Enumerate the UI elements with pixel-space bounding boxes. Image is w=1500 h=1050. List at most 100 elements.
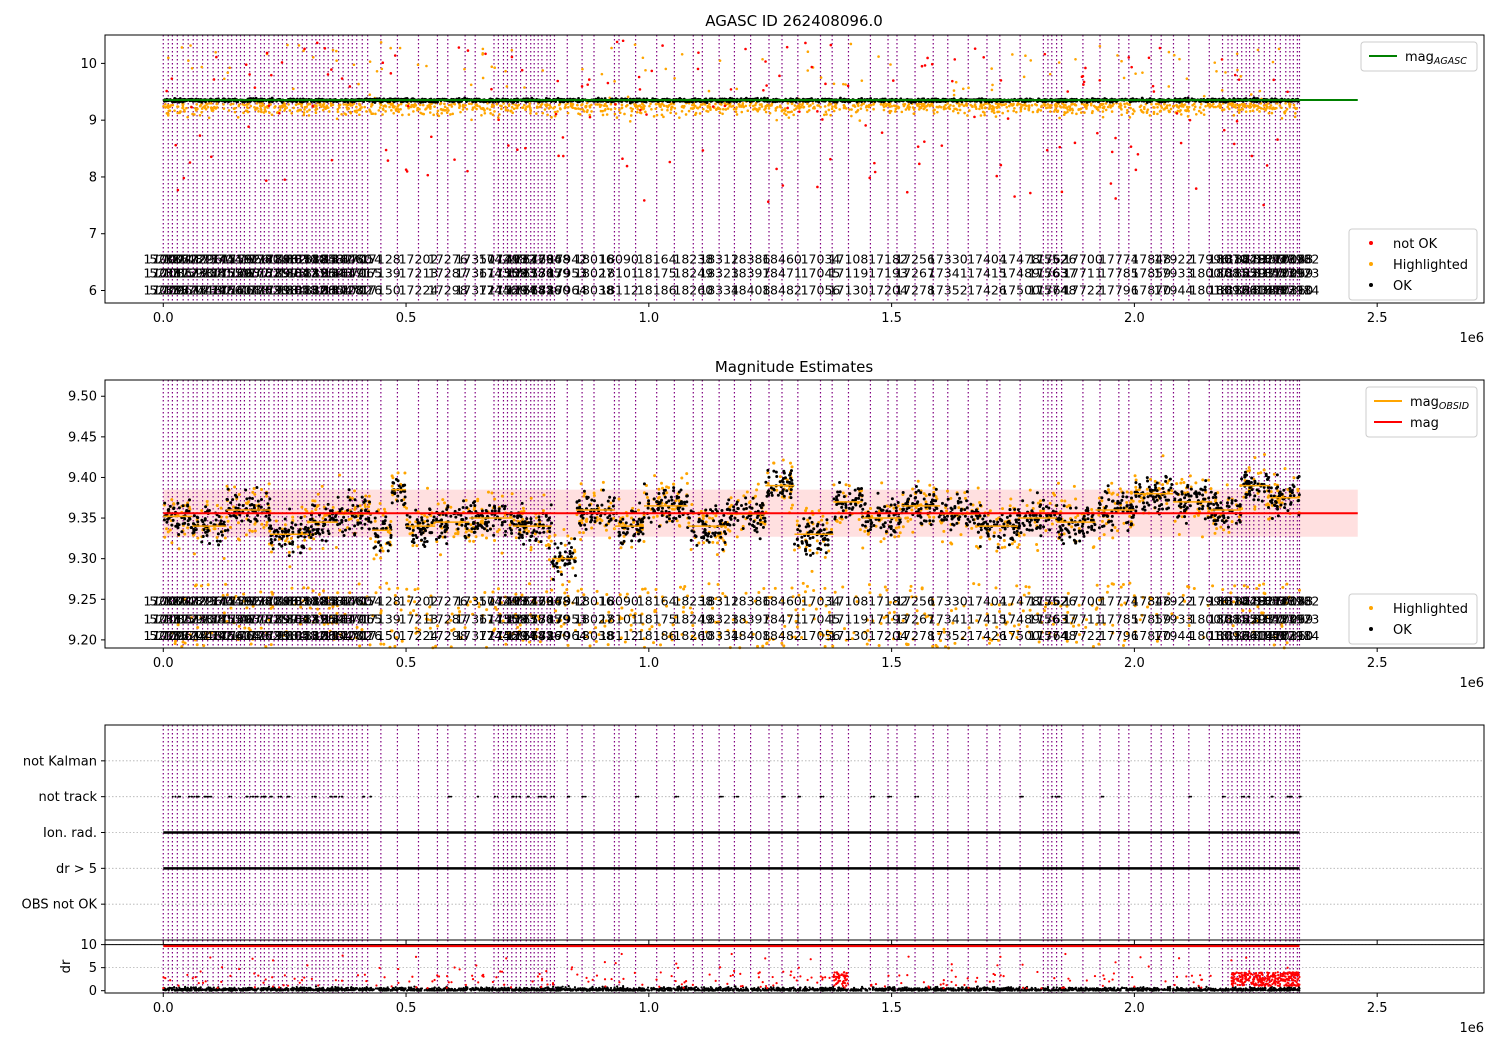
not-ok-point (497, 118, 500, 122)
highlighted-point (510, 105, 514, 109)
highlighted-point (1075, 112, 1078, 116)
highlighted-point (486, 102, 489, 105)
highlighted-point (1057, 61, 1061, 64)
not-ok-point (326, 73, 330, 76)
highlighted-point (661, 102, 664, 106)
highlighted-point (1000, 103, 1004, 107)
highlighted-point (1193, 102, 1196, 106)
not-ok-point (283, 178, 287, 181)
highlighted-point (585, 517, 589, 521)
obsid-label: 18482 (762, 283, 802, 298)
ok-point (817, 100, 821, 104)
highlighted-point (274, 105, 277, 108)
highlighted-point (335, 117, 339, 121)
highlighted-point (1070, 111, 1074, 115)
highlighted-point (588, 113, 592, 117)
x-tick-label: 0.0 (153, 311, 174, 326)
highlighted-point (480, 113, 483, 117)
not-ok-point (248, 73, 251, 76)
not-ok-point (561, 154, 565, 158)
highlighted-point (172, 502, 176, 506)
highlighted-point (1062, 106, 1066, 109)
highlighted-point (308, 108, 311, 112)
highlighted-point (311, 55, 315, 59)
highlighted-point (1054, 102, 1058, 105)
highlighted-point (819, 105, 822, 109)
highlighted-point (315, 107, 319, 111)
not-ok-point (393, 54, 397, 57)
highlighted-point (287, 550, 291, 554)
highlighted-point (735, 87, 739, 91)
highlighted-point (491, 113, 495, 117)
highlighted-point (408, 532, 412, 536)
highlighted-point (179, 110, 182, 113)
highlighted-point (529, 108, 532, 111)
highlighted-point (237, 538, 241, 542)
highlighted-point (423, 514, 427, 518)
highlighted-point (921, 102, 925, 106)
highlighted-point (720, 103, 723, 106)
highlighted-point (752, 108, 755, 111)
highlighted-point (311, 499, 315, 503)
highlighted-point (493, 497, 497, 501)
highlighted-point (425, 515, 429, 519)
not-ok-point (639, 108, 642, 112)
highlighted-point (962, 104, 966, 108)
highlighted-point (1262, 104, 1266, 107)
highlighted-point (476, 499, 480, 503)
highlighted-point (548, 534, 552, 538)
highlighted-point (305, 105, 308, 109)
highlighted-point (831, 105, 834, 108)
highlighted-point (331, 505, 335, 509)
highlighted-point (867, 103, 871, 107)
highlighted-point (257, 110, 260, 113)
highlighted-point (476, 104, 479, 108)
highlighted-point (1083, 104, 1087, 107)
highlighted-point (1071, 102, 1074, 106)
highlighted-point (744, 104, 748, 108)
x-tick-label: 2.0 (1124, 311, 1145, 326)
highlighted-point (225, 484, 229, 488)
highlighted-point (187, 59, 190, 62)
not-ok-point (1151, 84, 1155, 88)
highlighted-point (358, 103, 361, 106)
not-ok-point (384, 148, 388, 152)
highlighted-point (592, 494, 596, 498)
highlighted-point (458, 102, 461, 106)
not-ok-point (510, 55, 514, 59)
highlighted-point (1288, 103, 1291, 106)
highlighted-point (952, 93, 956, 97)
not-ok-point (1276, 138, 1279, 141)
highlighted-point (349, 111, 353, 115)
not-ok-point (1006, 117, 1010, 120)
obsid-label: 18471 (762, 265, 802, 280)
highlighted-point (995, 106, 999, 110)
highlighted-point (952, 89, 956, 92)
not-ok-point (1029, 191, 1032, 195)
not-ok-point (516, 148, 519, 151)
highlighted-point (678, 116, 681, 119)
not-ok-point (645, 113, 648, 116)
highlighted-point (612, 516, 616, 520)
highlighted-point (580, 103, 583, 107)
highlighted-point (578, 530, 582, 534)
obsid-label: 17130 (829, 283, 869, 298)
highlighted-point (347, 107, 351, 110)
highlighted-point (163, 535, 167, 539)
highlighted-point (267, 482, 271, 486)
highlighted-point (1119, 104, 1123, 107)
highlighted-point (327, 110, 331, 113)
highlighted-point (489, 112, 492, 115)
highlighted-point (1106, 105, 1110, 109)
highlighted-point (278, 105, 282, 108)
highlighted-point (193, 113, 196, 116)
highlighted-point (373, 519, 377, 523)
highlighted-point (703, 103, 707, 106)
highlighted-point (623, 112, 626, 116)
highlighted-point (662, 104, 666, 107)
not-ok-point (561, 136, 565, 139)
obsid-label: 17352 (928, 283, 968, 298)
not-ok-point (1109, 182, 1113, 185)
highlighted-point (1145, 110, 1149, 113)
